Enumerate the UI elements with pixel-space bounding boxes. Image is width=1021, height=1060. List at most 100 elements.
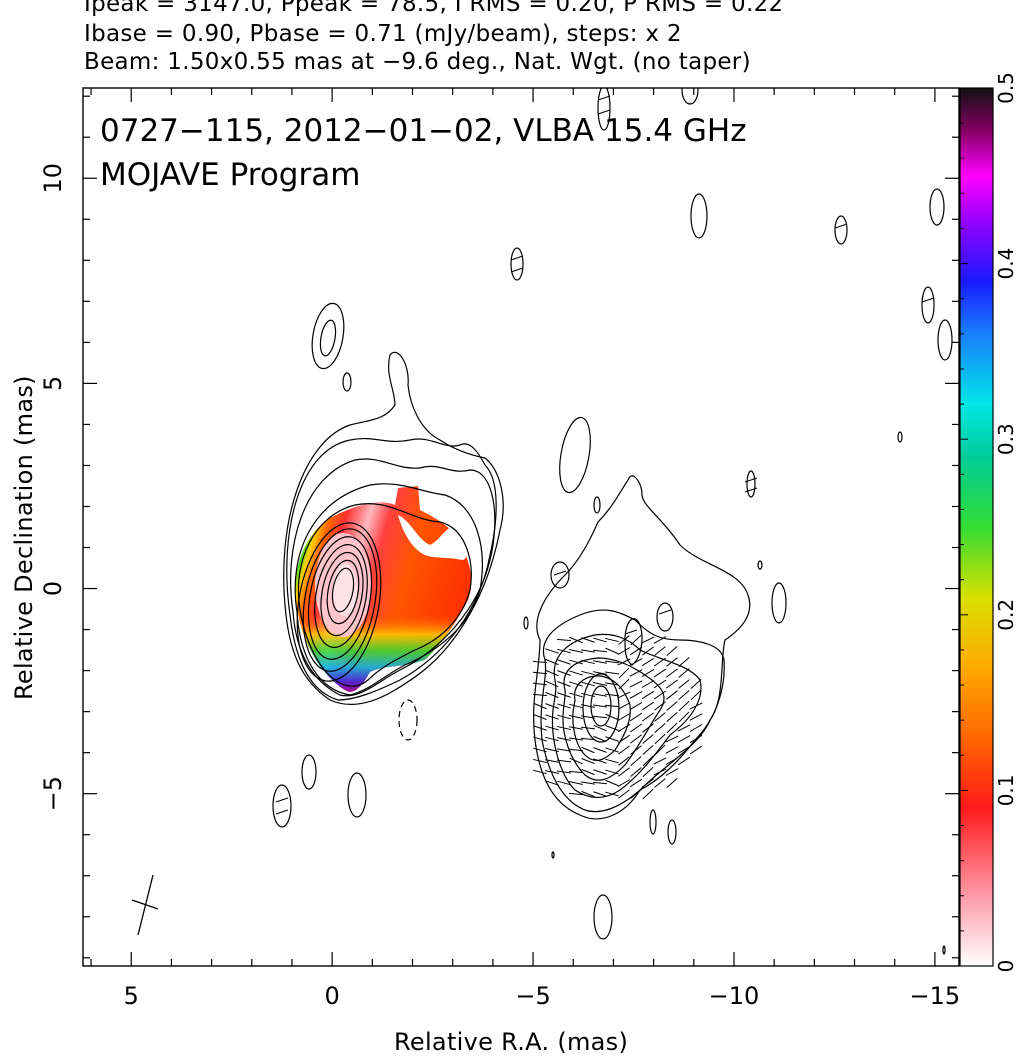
x-tick-label: −15: [910, 982, 961, 1010]
evpa-tick: [532, 693, 548, 697]
evpa-tick: [666, 690, 678, 700]
evpa-tick: [605, 647, 619, 655]
evpa-tick: [580, 737, 596, 741]
evpa-tick: [630, 634, 642, 646]
evpa-tick: [557, 725, 571, 731]
evpa-tick: [665, 735, 679, 743]
evpa-tick: [581, 670, 595, 676]
evpa-tick: [630, 756, 642, 766]
evpa-tick: [666, 722, 678, 734]
x-tick-label: −5: [515, 982, 550, 1010]
evpa-tick: [630, 734, 642, 744]
header-peak-line: Ipeak = 3147.0, Ppeak = 78.5, I RMS = 0.…: [84, 0, 784, 17]
evpa-tick: [557, 737, 571, 741]
evpa-tick: [666, 657, 678, 667]
y-tick-label: 10: [39, 163, 67, 194]
evpa-tick: [629, 680, 643, 688]
colorbar-tick-label: 0.3: [994, 423, 1018, 455]
evpa-tick: [532, 671, 548, 675]
evpa-tick: [653, 679, 667, 689]
evpa-tick: [592, 649, 608, 653]
beam-symbol: [131, 874, 159, 936]
evpa-tick: [593, 758, 607, 764]
evpa-tick: [593, 791, 607, 797]
evpa-tick: [624, 629, 638, 635]
evpa-tick: [605, 725, 619, 731]
evpa-tick: [617, 691, 631, 699]
y-tick-label: 0: [39, 581, 67, 596]
evpa-tick: [642, 646, 654, 656]
evpa-tick: [689, 713, 703, 721]
evpa-tick: [653, 636, 667, 644]
evpa-tick: [581, 790, 595, 798]
evpa-tick: [665, 757, 679, 765]
evpa-tick: [569, 649, 583, 653]
evpa-tick: [641, 668, 655, 678]
evpa-tick: [629, 723, 643, 733]
evpa-tick: [665, 768, 679, 776]
evpa-tick: [653, 668, 667, 678]
evpa-tick: [604, 671, 620, 675]
evpa-tick: [642, 755, 654, 767]
evpa-tick: [677, 735, 691, 743]
evpa-tick: [617, 779, 631, 787]
evpa-tick: [557, 659, 571, 665]
evpa-tick: [545, 748, 559, 752]
evpa-tick: [629, 691, 643, 699]
evpa-tick: [569, 703, 583, 709]
evpa-tick: [545, 703, 559, 709]
evpa-tick: [744, 487, 758, 493]
evpa-tick: [690, 689, 702, 701]
evpa-tick: [666, 679, 678, 689]
evpa-tick: [642, 778, 654, 788]
evpa-tick: [557, 748, 571, 752]
evpa-tick: [545, 658, 559, 666]
plot-frame: [82, 87, 960, 967]
evpa-tick: [605, 791, 619, 797]
evpa-tick: [617, 702, 631, 710]
evpa-tick: [921, 297, 935, 303]
evpa-tick: [557, 780, 571, 786]
evpa-tick: [689, 702, 703, 710]
evpa-tick: [642, 788, 654, 800]
evpa-tick: [629, 646, 643, 656]
evpa-tick: [617, 713, 631, 721]
evpa-tick: [618, 756, 630, 766]
colorbar-tick-label: 0.4: [994, 248, 1018, 280]
evpa-tick: [581, 781, 595, 785]
colorbar-ticks: 0 0.1 0.2 0.3 0.4 0.5: [960, 72, 1018, 972]
colorbar-tick-label: 0.1: [994, 774, 1018, 806]
evpa-tick: [689, 724, 703, 732]
evpa-tick: [678, 700, 690, 712]
x-tick-label: 5: [124, 982, 139, 1010]
polarization-gap: [398, 515, 468, 560]
evpa-tick: [605, 747, 619, 753]
evpa-tick: [545, 759, 559, 763]
evpa-tick: [593, 724, 607, 732]
evpa-tick: [556, 638, 572, 642]
evpa-tick: [557, 703, 571, 709]
evpa-tick: [653, 757, 667, 765]
evpa-tick: [533, 769, 547, 775]
evpa-tick: [556, 770, 572, 774]
evpa-tick: [545, 714, 559, 720]
evpa-tick: [581, 715, 595, 719]
evpa-tick: [533, 725, 547, 731]
evpa-tick: [592, 704, 608, 708]
evpa-tick: [641, 657, 655, 667]
evpa-tick: [556, 759, 572, 763]
evpa-tick: [569, 715, 583, 719]
evpa-tick: [581, 649, 595, 653]
x-tick-label: 0: [324, 982, 339, 1010]
evpa-tick: [618, 678, 630, 690]
evpa-tick: [275, 809, 289, 815]
evpa-tick: [617, 734, 631, 744]
evpa-tick: [597, 95, 611, 101]
evpa-tick: [629, 778, 643, 788]
evpa-tick: [642, 766, 654, 778]
evpa-tick: [569, 636, 583, 644]
evpa-tick: [545, 725, 559, 731]
evpa-tick: [533, 736, 547, 742]
evpa-tick: [532, 660, 548, 664]
evpa-tick: [568, 748, 584, 752]
